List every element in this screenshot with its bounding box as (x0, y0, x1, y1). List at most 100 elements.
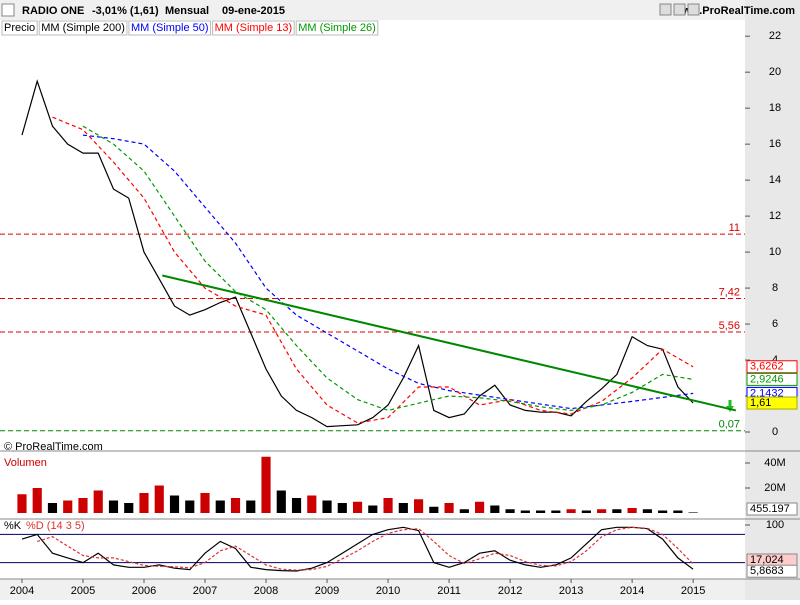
volume-bar (505, 509, 515, 513)
header-bar (0, 0, 745, 20)
x-tick-label: 2007 (193, 585, 217, 597)
level-label: 11 (729, 222, 740, 234)
site: www.ProRealTime.com (673, 5, 795, 17)
volume-bar (276, 490, 286, 513)
change: -3,01% (1,61) (92, 5, 159, 17)
volume-bar (536, 510, 546, 513)
x-tick-label: 2005 (71, 585, 95, 597)
level-label: 5,56 (719, 320, 740, 332)
x-tick-label: 2011 (437, 585, 461, 597)
y-tick-label: 100 (766, 519, 784, 531)
legend-entry: MM (Simple 200) (41, 22, 125, 34)
legend-box (1, 20, 38, 36)
volume-bar (261, 456, 271, 513)
symbol: RADIO ONE (22, 5, 84, 17)
volume-bar (169, 495, 180, 513)
x-tick-label: 2014 (620, 585, 644, 597)
legend-entry: Precio (4, 22, 35, 34)
value-tag (746, 396, 798, 410)
series-line (82, 125, 694, 412)
y-tick-label: 20 (769, 66, 781, 78)
x-tick-label: 2004 (10, 585, 34, 597)
legend-box (212, 20, 295, 36)
series-line (37, 526, 694, 571)
volume-bar (627, 508, 637, 513)
series-line (21, 526, 694, 572)
volume-bar (566, 509, 576, 513)
value-tag-label: 17,024 (750, 554, 784, 566)
volume-bar (215, 500, 225, 513)
volume-bar (322, 500, 332, 513)
volume-bar (658, 510, 668, 513)
period: Mensual (165, 5, 209, 17)
legend-box (295, 20, 379, 36)
value-tag (746, 360, 798, 374)
button[interactable] (673, 3, 686, 16)
y-tick-label: 18 (769, 102, 781, 114)
value-tag-label: 1,61 (750, 397, 771, 409)
panel-title: %K (4, 520, 22, 532)
volume-bar (581, 510, 591, 513)
legend-box (38, 20, 128, 36)
y-tick-label: 22 (769, 30, 781, 42)
volume-bar (352, 501, 363, 513)
level-label: 0,07 (719, 419, 740, 431)
volume-bar (398, 503, 408, 513)
volume-bar (459, 509, 469, 513)
volume-bar (429, 506, 439, 513)
volume-bar (78, 498, 88, 513)
series-line (21, 79, 694, 428)
x-tick-label: 2012 (498, 585, 522, 597)
x-tick-label: 2015 (681, 585, 705, 597)
date: 09-ene-2015 (222, 5, 285, 17)
volume-bar (368, 505, 378, 513)
value-tag-label: 3,6262 (750, 361, 784, 373)
value-tag (746, 502, 798, 516)
y-tick-label: 6 (772, 318, 778, 330)
volume-bar (688, 512, 698, 513)
menu-icon[interactable] (1, 3, 15, 17)
volume-bar (93, 490, 103, 513)
y-tick-label: 20M (764, 482, 785, 494)
panel-title: Volumen (4, 457, 47, 469)
y-tick-label: 16 (769, 138, 781, 150)
volume-bar (230, 498, 241, 513)
volume-bar (612, 509, 622, 513)
volume-bar (444, 503, 454, 513)
volume-bar (597, 509, 607, 513)
trendline (162, 274, 737, 412)
volume-bar (673, 510, 683, 513)
y-tick-label: 40M (764, 457, 785, 469)
volume-bar (413, 499, 424, 513)
x-tick-label: 2009 (315, 585, 339, 597)
volume-bar (154, 485, 164, 513)
volume-bar (475, 501, 485, 513)
volume-bar (47, 503, 58, 513)
value-tag (746, 372, 798, 386)
volume-bar (642, 509, 652, 513)
y-tick-label: 14 (769, 174, 781, 186)
value-tag-label: 455.197 (750, 503, 790, 515)
x-tick-label: 2008 (254, 585, 278, 597)
button[interactable] (659, 3, 672, 16)
volume-bar (17, 494, 27, 513)
value-tag-label: 2,1432 (750, 387, 784, 399)
watermark: © ProRealTime.com (4, 441, 103, 453)
volume-bar (307, 495, 317, 513)
legend-entry: MM (Simple 50) (131, 22, 209, 34)
volume-bar (63, 500, 73, 513)
legend-entry: MM (Simple 26) (298, 22, 376, 34)
y-tick-label: 10 (769, 246, 781, 258)
button[interactable] (687, 3, 700, 16)
volume-bar (32, 488, 42, 513)
x-tick-label: 2006 (132, 585, 156, 597)
footer-bar (0, 579, 745, 600)
volume-bar (490, 505, 500, 513)
x-tick-label: 2013 (559, 585, 583, 597)
y-tick-label: 8 (772, 282, 778, 294)
volume-bar (337, 503, 347, 513)
volume-bar (139, 493, 149, 513)
volume-bar (246, 500, 256, 513)
